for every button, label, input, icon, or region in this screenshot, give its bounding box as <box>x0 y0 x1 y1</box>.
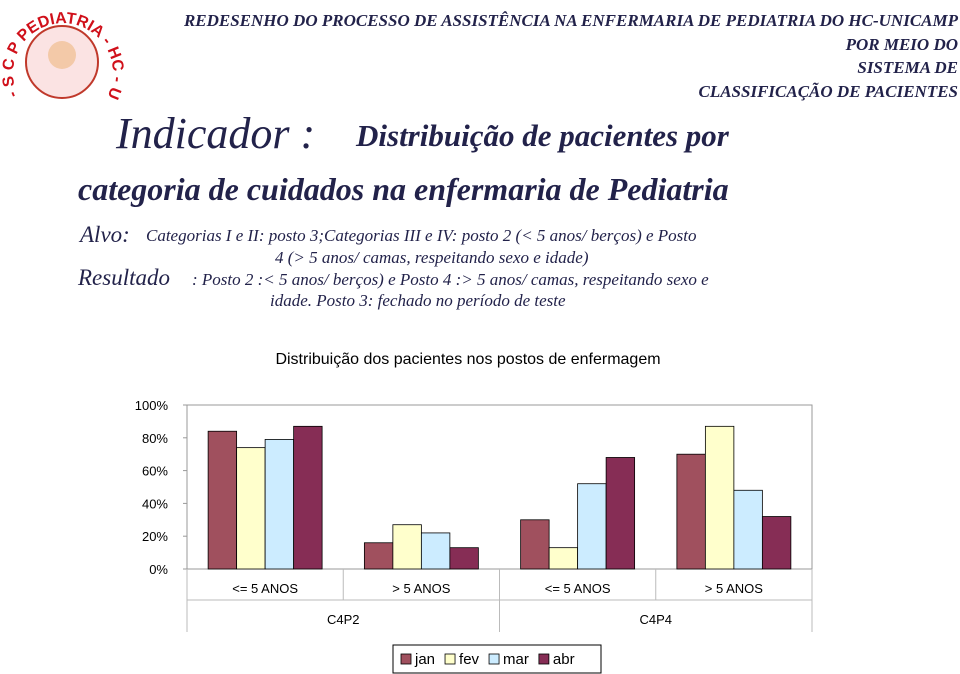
bar <box>236 447 266 570</box>
y-tick-label: 0% <box>149 562 168 577</box>
header-line: REDESENHO DO PROCESSO DE ASSISTÊNCIA NA … <box>183 11 959 30</box>
x-tick-label: > 5 ANOS <box>705 581 763 596</box>
header-line: SISTEMA DE <box>857 58 958 77</box>
logo-face <box>48 41 76 69</box>
bar <box>520 519 550 570</box>
title-line: categoria de cuidados na enfermaria de P… <box>78 171 729 207</box>
chart: 0% 20% 40% 60% 80% 100% <= 5 ANOS > 5 ANOS <= 5 … <box>135 398 813 674</box>
result-text: idade. Posto 3: fechado no período de te… <box>270 291 566 310</box>
bar <box>207 430 238 570</box>
y-tick-label: 60% <box>142 464 168 479</box>
chart-title: Distribuição dos pacientes nos postos de… <box>275 351 660 368</box>
title-line: Distribuição de pacientes por <box>355 118 730 153</box>
header-line: CLASSIFICAÇÃO DE PACIENTES <box>699 82 959 101</box>
y-tick-label: 100% <box>135 398 169 413</box>
legend-swatch <box>488 653 500 665</box>
target-text: Categorias I e II: posto 3;Categorias II… <box>146 226 697 245</box>
group-label: C4P2 <box>327 612 360 627</box>
group-label: C4P4 <box>639 612 672 627</box>
y-tick-label: 80% <box>142 431 168 446</box>
result-text: : Posto 2 :< 5 anos/ berços) e Posto 4 :… <box>192 270 709 289</box>
bar <box>577 483 607 570</box>
bar <box>733 489 763 570</box>
bar <box>264 439 295 570</box>
y-tick-label: 20% <box>142 529 168 544</box>
legend-label: abr <box>553 651 575 668</box>
title-lead: Indicador : <box>115 109 315 158</box>
bar <box>761 516 792 570</box>
legend-swatch <box>538 653 550 665</box>
bar <box>363 542 394 570</box>
legend-label: jan <box>414 651 435 668</box>
target-label: Alvo: <box>78 222 130 247</box>
header-line: POR MEIO DO <box>845 35 958 54</box>
bar <box>392 524 422 570</box>
legend-label: fev <box>459 651 480 668</box>
bar <box>676 453 706 570</box>
legend-swatch <box>400 653 412 665</box>
target-text: 4 (> 5 anos/ camas, respeitando sexo e i… <box>275 248 589 267</box>
result-label: Resultado <box>77 265 170 290</box>
bar <box>704 425 735 570</box>
logo: - S C P PEDIATRIA - HC - UNICAMP - <box>0 0 126 102</box>
bar <box>420 532 451 570</box>
y-tick-label: 40% <box>142 496 168 511</box>
legend-label: mar <box>503 651 529 668</box>
x-tick-label: <= 5 ANOS <box>545 581 611 596</box>
bar <box>605 457 636 570</box>
bar <box>293 425 323 570</box>
x-tick-label: <= 5 ANOS <box>232 581 298 596</box>
x-tick-label: > 5 ANOS <box>392 581 450 596</box>
bar <box>449 547 479 570</box>
legend-swatch <box>444 653 456 665</box>
bar <box>548 547 579 570</box>
